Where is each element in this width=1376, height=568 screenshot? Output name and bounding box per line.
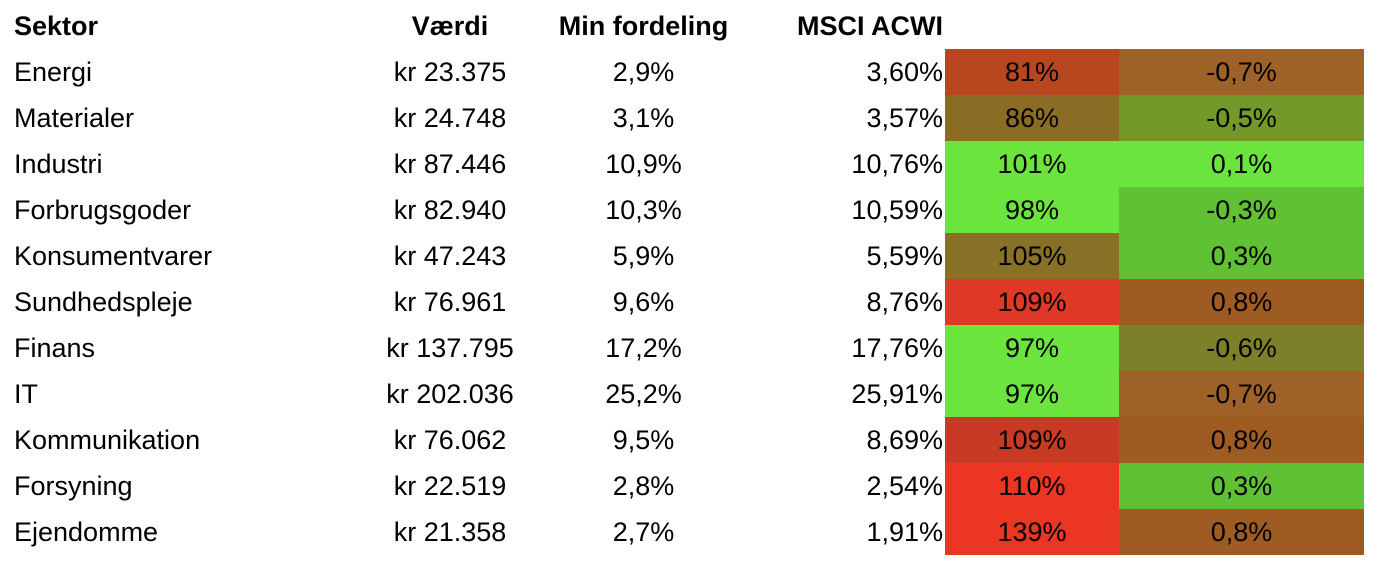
cell-ratio: 81%: [945, 49, 1119, 95]
cell-ratio: 109%: [945, 279, 1119, 325]
cell-sektor: Kommunikation: [14, 424, 201, 455]
cell-min-fordeling: 9,6%: [612, 286, 675, 317]
cell-sektor: Konsumentvarer: [14, 240, 213, 271]
header-sektor: Sektor: [14, 10, 99, 41]
header-diff: [1119, 3, 1364, 49]
header-min-fordeling: Min fordeling: [558, 10, 729, 41]
cell-sektor: Industri: [14, 148, 103, 179]
cell-sektor: Materialer: [14, 102, 135, 133]
cell-diff: 0,3%: [1119, 463, 1364, 509]
cell-sektor: Sundhedspleje: [14, 286, 193, 317]
cell-min-fordeling: 3,1%: [612, 102, 675, 133]
table-row: Energi kr 23.375 2,9% 3,60% 81% -0,7%: [0, 49, 1364, 95]
sector-table: Sektor Værdi Min fordeling MSCI ACWI Ene…: [0, 3, 1364, 555]
cell-min-fordeling: 5,9%: [612, 240, 675, 271]
cell-sektor: Forsyning: [14, 470, 133, 501]
cell-msci-acwi: 10,59%: [851, 194, 943, 225]
table-body: Energi kr 23.375 2,9% 3,60% 81% -0,7% Material…: [0, 49, 1364, 555]
cell-msci-acwi: 3,57%: [866, 102, 943, 133]
cell-msci-acwi: 25,91%: [851, 378, 943, 409]
cell-min-fordeling: 10,9%: [605, 148, 682, 179]
cell-diff: -0,3%: [1119, 187, 1364, 233]
header-vaerdi: Værdi: [411, 10, 489, 41]
cell-msci-acwi: 17,76%: [851, 332, 943, 363]
cell-vaerdi: kr 82.940: [393, 194, 507, 225]
cell-ratio: 105%: [945, 233, 1119, 279]
cell-msci-acwi: 5,59%: [866, 240, 943, 271]
cell-diff: -0,7%: [1119, 49, 1364, 95]
cell-ratio: 98%: [945, 187, 1119, 233]
cell-diff: -0,7%: [1119, 371, 1364, 417]
cell-ratio: 109%: [945, 417, 1119, 463]
table-row: Forsyning kr 22.519 2,8% 2,54% 110% 0,3%: [0, 463, 1364, 509]
cell-min-fordeling: 2,8%: [612, 470, 675, 501]
cell-vaerdi: kr 47.243: [393, 240, 507, 271]
cell-vaerdi: kr 22.519: [393, 470, 507, 501]
cell-min-fordeling: 2,9%: [612, 56, 675, 87]
cell-min-fordeling: 25,2%: [605, 378, 682, 409]
table-row: Sundhedspleje kr 76.961 9,6% 8,76% 109% 0,8%: [0, 279, 1364, 325]
table-row: Materialer kr 24.748 3,1% 3,57% 86% -0,5%: [0, 95, 1364, 141]
cell-sektor: IT: [14, 378, 38, 409]
cell-ratio: 101%: [945, 141, 1119, 187]
cell-diff: 0,1%: [1119, 141, 1364, 187]
cell-diff: 0,8%: [1119, 279, 1364, 325]
cell-msci-acwi: 2,54%: [866, 470, 943, 501]
table-row: Industri kr 87.446 10,9% 10,76% 101% 0,1%: [0, 141, 1364, 187]
table-row: Forbrugsgoder kr 82.940 10,3% 10,59% 98% -0,3…: [0, 187, 1364, 233]
cell-vaerdi: kr 76.062: [393, 424, 507, 455]
cell-ratio: 139%: [945, 509, 1119, 555]
cell-msci-acwi: 3,60%: [866, 56, 943, 87]
cell-diff: -0,6%: [1119, 325, 1364, 371]
table-row: Konsumentvarer kr 47.243 5,9% 5,59% 105% 0,3%: [0, 233, 1364, 279]
cell-diff: 0,8%: [1119, 417, 1364, 463]
cell-vaerdi: kr 87.446: [393, 148, 507, 179]
cell-sektor: Forbrugsgoder: [14, 194, 192, 225]
cell-msci-acwi: 8,69%: [866, 424, 943, 455]
cell-ratio: 97%: [945, 325, 1119, 371]
cell-diff: -0,5%: [1119, 95, 1364, 141]
cell-vaerdi: kr 202.036: [386, 378, 514, 409]
cell-min-fordeling: 10,3%: [605, 194, 682, 225]
cell-sektor: Ejendomme: [14, 516, 159, 547]
cell-vaerdi: kr 76.961: [393, 286, 507, 317]
header-row: Sektor Værdi Min fordeling MSCI ACWI: [0, 3, 1364, 49]
cell-msci-acwi: 10,76%: [851, 148, 943, 179]
cell-ratio: 110%: [945, 463, 1119, 509]
cell-min-fordeling: 17,2%: [605, 332, 682, 363]
cell-ratio: 86%: [945, 95, 1119, 141]
cell-sektor: Energi: [14, 56, 93, 87]
cell-ratio: 97%: [945, 371, 1119, 417]
cell-diff: 0,3%: [1119, 233, 1364, 279]
header-ratio: [945, 3, 1119, 49]
cell-min-fordeling: 9,5%: [612, 424, 675, 455]
table-row: IT kr 202.036 25,2% 25,91% 97% -0,7%: [0, 371, 1364, 417]
table-row: Finans kr 137.795 17,2% 17,76% 97% -0,6%: [0, 325, 1364, 371]
header-msci-acwi: MSCI ACWI: [797, 10, 943, 41]
cell-min-fordeling: 2,7%: [612, 516, 675, 547]
cell-vaerdi: kr 23.375: [393, 56, 507, 87]
cell-vaerdi: kr 137.795: [386, 332, 514, 363]
cell-diff: 0,8%: [1119, 509, 1364, 555]
cell-vaerdi: kr 21.358: [393, 516, 507, 547]
cell-msci-acwi: 1,91%: [866, 516, 943, 547]
cell-msci-acwi: 8,76%: [866, 286, 943, 317]
table-row: Kommunikation kr 76.062 9,5% 8,69% 109% 0,8%: [0, 417, 1364, 463]
cell-sektor: Finans: [14, 332, 96, 363]
cell-vaerdi: kr 24.748: [393, 102, 507, 133]
table-row: Ejendomme kr 21.358 2,7% 1,91% 139% 0,8%: [0, 509, 1364, 555]
